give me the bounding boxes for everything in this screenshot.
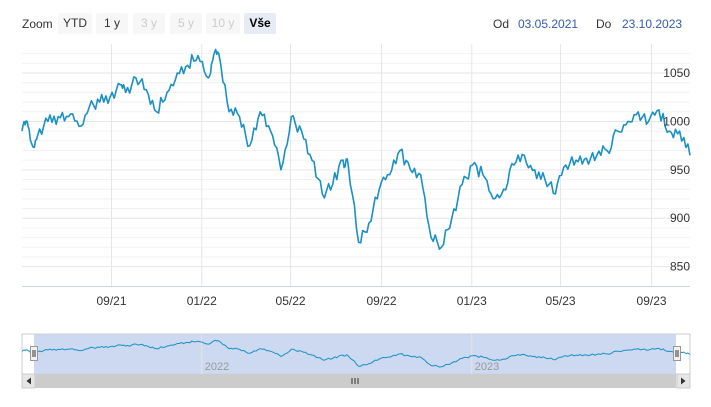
y-tick-label: 900 (670, 211, 690, 225)
price-series-line[interactable] (21, 48, 691, 250)
zoom-ytd-button[interactable]: YTD (58, 13, 92, 34)
x-tick-label: 09/22 (367, 294, 397, 308)
arrow-left-icon (26, 377, 31, 385)
navigator-tick-label: 2022 (205, 361, 229, 373)
navigator-tick-label: 2023 (475, 361, 499, 373)
scrollbar-grip-icon (351, 378, 359, 384)
navigator-right-handle[interactable] (673, 346, 681, 361)
navigator-axis-labels: 2022 2023 (205, 361, 499, 373)
zoom-10y-button[interactable]: 10 y (206, 13, 240, 34)
navigator-grid (201, 334, 473, 374)
x-tick-label: 01/23 (457, 294, 487, 308)
main-grid (22, 44, 690, 286)
x-tick-label: 09/21 (96, 294, 126, 308)
navigator[interactable]: 2022 2023 (21, 333, 691, 375)
zoom-label: Zoom (22, 17, 53, 31)
from-label: Od (493, 17, 510, 31)
navigator-left-handle[interactable] (30, 346, 38, 361)
y-tick-label: 1000 (663, 114, 690, 128)
zoom-3y-button[interactable]: 3 y (133, 13, 165, 34)
x-tick-label: 01/22 (187, 294, 217, 308)
to-label: Do (596, 17, 612, 31)
navigator-series-line (21, 339, 691, 368)
x-tick-label: 09/23 (637, 294, 667, 308)
y-tick-label: 950 (670, 163, 690, 177)
scrollbar[interactable] (21, 373, 691, 389)
zoom-1y-button[interactable]: 1 y (96, 13, 128, 34)
to-date-input[interactable]: 23.10.2023 (622, 17, 683, 31)
arrow-right-icon (681, 377, 686, 385)
y-tick-label: 1050 (663, 66, 690, 80)
zoom-all-button[interactable]: Vše (244, 13, 276, 34)
range-selector: Zoom YTD 1 y 3 y 5 y 10 y Vše Od 03.05.2… (0, 0, 711, 40)
zoom-5y-button[interactable]: 5 y (170, 13, 202, 34)
navigator-selected-range[interactable] (34, 334, 676, 374)
from-date-input[interactable]: 03.05.2021 (518, 17, 579, 31)
y-axis-labels: 850 900 950 1000 1050 (663, 66, 690, 274)
x-tick-label: 05/22 (276, 294, 306, 308)
y-tick-label: 850 (670, 260, 690, 274)
x-tick-label: 05/23 (546, 294, 576, 308)
x-axis-labels: 09/21 01/22 05/22 09/22 01/23 05/23 09/23 (96, 294, 666, 308)
